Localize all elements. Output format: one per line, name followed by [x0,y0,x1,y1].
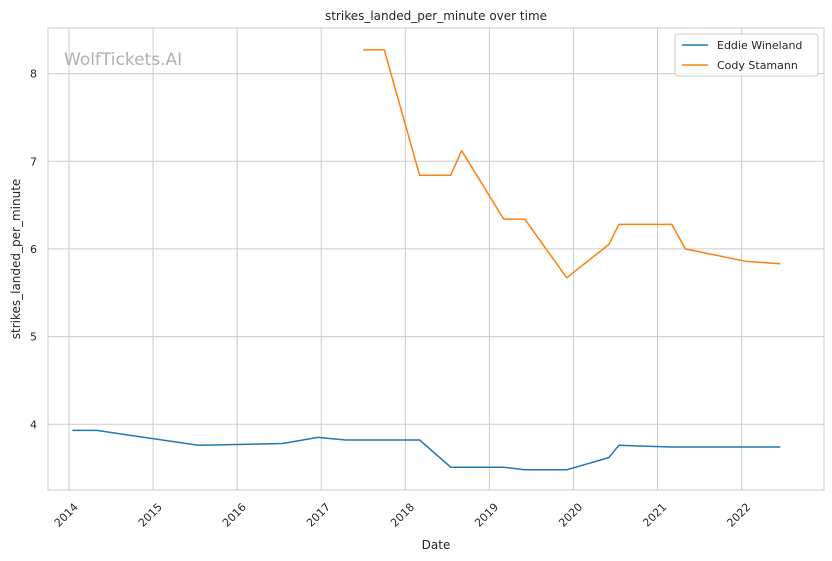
legend: Eddie Wineland Cody Stamann [674,33,819,77]
series-layer [72,49,781,471]
series-line-eddie-wineland [72,429,781,471]
y-axis-label: strikes_landed_per_minute [9,179,23,340]
y-tick-label: 4 [30,418,37,431]
y-axis-ticks: 4 5 6 7 8 [30,68,37,432]
y-tick-label: 6 [30,243,37,256]
y-tick-label: 5 [30,331,37,344]
plot-frame [47,27,825,491]
plot-area [48,28,824,490]
y-tick-label: 8 [30,68,37,81]
y-tick-label: 7 [30,155,37,168]
legend-label-eddie-wineland: Eddie Wineland [717,39,802,52]
watermark: WolfTickets.AI [64,50,182,70]
chart-title: strikes_landed_per_minute over time [325,9,547,23]
series-line-cody-stamann [363,49,781,279]
x-axis-label: Date [422,538,451,552]
legend-box [674,33,819,77]
legend-label-cody-stamann: Cody Stamann [717,59,798,72]
grid [48,28,824,490]
